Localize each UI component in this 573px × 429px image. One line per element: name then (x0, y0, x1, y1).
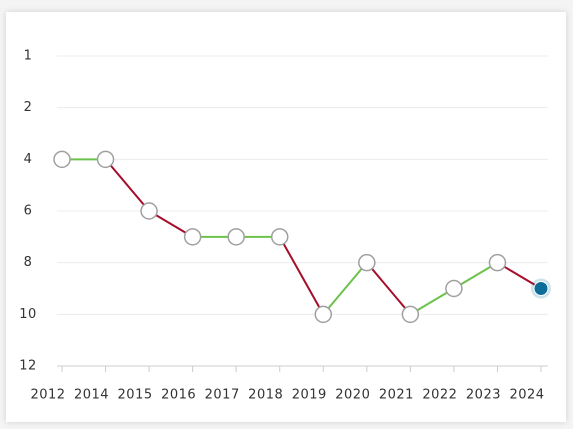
x-tick-label: 2014 (74, 388, 109, 403)
marker (183, 228, 202, 246)
line-segment (366, 262, 412, 315)
x-tick-label: 2023 (466, 388, 501, 403)
marker (314, 305, 333, 324)
x-tick-label: 2019 (292, 388, 327, 403)
y-tick-label: 10 (19, 307, 37, 322)
y-tick-label: 6 (24, 204, 33, 219)
line-segment (322, 262, 368, 315)
marker (401, 305, 420, 324)
marker (358, 253, 376, 272)
y-tick-label: 12 (19, 359, 37, 374)
x-tick-label: 2015 (118, 388, 153, 403)
marker (270, 228, 289, 246)
marker (53, 150, 71, 169)
x-tick-label: 2016 (161, 388, 196, 403)
marker (96, 150, 115, 169)
marker (533, 281, 549, 296)
y-tick-label: 4 (24, 152, 33, 167)
y-tick-label: 8 (24, 255, 33, 270)
marker (227, 228, 245, 246)
x-tick-label: 2021 (379, 388, 414, 403)
marker (445, 279, 463, 298)
line-segment (278, 236, 325, 315)
line-segment (104, 158, 150, 212)
x-tick-label: 2018 (248, 388, 283, 403)
x-tick-label: 2024 (509, 388, 544, 403)
marker (140, 202, 158, 220)
marker (488, 253, 507, 272)
x-tick-label: 2012 (30, 388, 65, 403)
x-tick-label: 2020 (335, 388, 370, 403)
y-tick-label: 2 (24, 100, 33, 115)
y-tick-label: 1 (24, 49, 33, 64)
x-tick-label: 2022 (422, 388, 457, 403)
card (6, 12, 566, 422)
x-tick-label: 2017 (205, 388, 240, 403)
